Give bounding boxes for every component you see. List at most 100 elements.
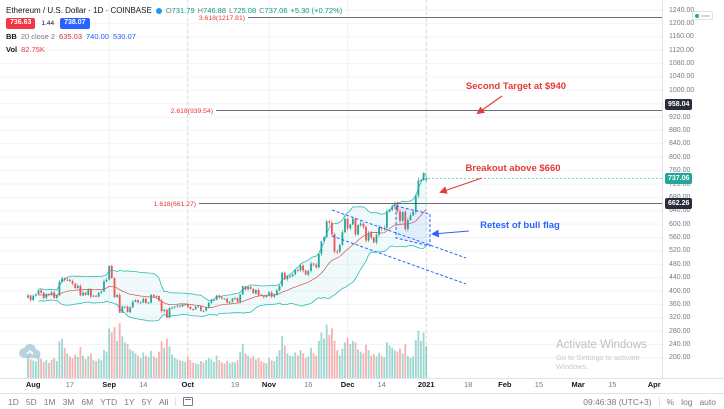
- range-button-1y[interactable]: 1Y: [124, 396, 135, 407]
- time-tick: 15: [534, 380, 544, 389]
- range-button-ytd[interactable]: YTD: [100, 396, 118, 407]
- bb-indicator-name[interactable]: BB: [6, 32, 17, 41]
- svg-text:1.618(661.27): 1.618(661.27): [154, 201, 196, 208]
- price-axis-badge: 958.04: [665, 99, 693, 111]
- windows-watermark: Activate Windows Go to Settings to activ…: [556, 339, 662, 371]
- windows-watermark-title: Activate Windows: [556, 339, 647, 351]
- chart-legend: Ethereum / U.S. Dollar · 1D · COINBASE O…: [6, 4, 345, 56]
- toolbar-divider: [175, 397, 177, 406]
- time-tick: 14: [377, 380, 386, 389]
- candles-layer: [27, 172, 428, 319]
- grid-layer: [0, 0, 662, 378]
- svg-text:2.618(939.54): 2.618(939.54): [171, 108, 213, 115]
- price-tick: 1120.00: [669, 46, 694, 54]
- price-tick: 520.00: [669, 247, 691, 255]
- price-tick: 1200.00: [669, 19, 695, 27]
- time-tick: 19: [230, 380, 240, 389]
- range-button-1d[interactable]: 1D: [8, 396, 19, 407]
- price-axis[interactable]: 200.00 240.00 280.00 320.00 360.00 400.00 440.…: [662, 0, 724, 378]
- price-tick: 280.00: [669, 327, 691, 335]
- price-tick: 920.00: [669, 113, 691, 121]
- scale-controls: 09:46:38 (UTC+3) % log auto: [583, 397, 716, 407]
- buy-button[interactable]: 738.07: [60, 18, 90, 29]
- windows-watermark-subtitle: Go to Settings to activate Windows.: [556, 353, 640, 371]
- sell-button[interactable]: 736.63: [6, 18, 36, 29]
- price-tick: 1040.00: [669, 73, 695, 81]
- status-dot-icon[interactable]: [155, 7, 162, 14]
- change-value: +5.30 (+0.72%): [290, 6, 343, 15]
- time-tick: 15: [608, 380, 617, 389]
- drawings-layer[interactable]: 3.618(1217.81) 2.618(939.54) 1.618(661.27): [154, 15, 662, 285]
- chart-plot[interactable]: 3.618(1217.81) 2.618(939.54) 1.618(661.27)…: [0, 0, 662, 378]
- range-buttons: 1D 5D 1M 3M 6M YTD 1Y 5Y All: [8, 397, 168, 407]
- time-tick: 17: [65, 380, 75, 389]
- price-tick: 400.00: [669, 287, 691, 295]
- range-button-3m[interactable]: 3M: [62, 396, 75, 407]
- clock-readout[interactable]: 09:46:38 (UTC+3): [583, 396, 652, 407]
- time-axis[interactable]: Aug 17 Sep 14 Oct 19 Nov 16 Dec 14 2021 18 Feb 15 Mar 1…: [0, 378, 724, 394]
- symbol-title[interactable]: Ethereum / U.S. Dollar · 1D · COINBASE: [6, 6, 152, 15]
- price-tick: 200.00: [669, 354, 691, 362]
- price-tick: 440.00: [669, 274, 691, 282]
- price-tick: 600.00: [669, 220, 691, 228]
- price-axis-badge: 662.26: [665, 198, 693, 210]
- axis-top-widget[interactable]: [692, 11, 713, 20]
- price-tick: 1000.00: [669, 86, 695, 94]
- price-tick: 800.00: [669, 153, 691, 161]
- auto-scale-button[interactable]: auto: [699, 396, 716, 407]
- vol-indicator-name[interactable]: Vol: [6, 45, 18, 54]
- volume-layer: [27, 323, 428, 378]
- price-tick: 1160.00: [669, 33, 694, 41]
- svg-text:3.618(1217.81): 3.618(1217.81): [199, 15, 245, 22]
- range-button-1m[interactable]: 1M: [43, 396, 56, 407]
- svg-text:Second Target at $940: Second Target at $940: [466, 81, 566, 92]
- ohlc-readout: O731.79 H746.88 L725.08 C737.06 +5.30 (+0.72…: [165, 6, 343, 15]
- price-tick: 360.00: [669, 300, 691, 308]
- tradingview-logo[interactable]: [16, 342, 44, 365]
- time-tick: 18: [464, 380, 473, 389]
- range-button-5y[interactable]: 5Y: [141, 396, 152, 407]
- time-tick: Aug: [25, 380, 41, 389]
- annotations-layer[interactable]: Second Target at $940 Breakout above $660…: [431, 81, 566, 238]
- chip-line-icon: [701, 14, 710, 17]
- spread-value: 1.44: [41, 20, 55, 27]
- price-axis-badge: 737.06: [665, 173, 693, 185]
- bb-lower-value: 530.07: [112, 32, 136, 41]
- bb-basis-value: 635.03: [59, 32, 82, 41]
- bottom-toolbar: 1D 5D 1M 3M 6M YTD 1Y 5Y All 09:46:38 (UTC+3) % …: [0, 393, 724, 409]
- time-tick: 16: [304, 380, 313, 389]
- range-button-5d[interactable]: 5D: [25, 396, 37, 407]
- svg-text:Retest of bull flag: Retest of bull flag: [480, 220, 560, 231]
- time-tick: Feb: [498, 380, 512, 389]
- low-value: 725.08: [233, 6, 257, 15]
- range-button-all[interactable]: All: [159, 396, 169, 407]
- time-tick: Apr: [647, 380, 661, 389]
- price-tick: 760.00: [669, 167, 691, 175]
- time-tick: Dec: [340, 380, 355, 389]
- close-value: 737.06: [264, 6, 288, 15]
- bb-indicator-params: 20 close 2: [20, 32, 56, 41]
- calendar-icon[interactable]: [183, 397, 194, 406]
- price-tick: 240.00: [669, 341, 691, 348]
- time-tick: Oct: [181, 380, 195, 389]
- time-tick: Sep: [102, 380, 117, 389]
- range-button-6m[interactable]: 6M: [81, 396, 94, 407]
- percent-scale-button[interactable]: %: [666, 396, 675, 407]
- price-tick: 840.00: [669, 140, 691, 148]
- price-tick: 480.00: [669, 260, 691, 268]
- range-selector: 1D 5D 1M 3M 6M YTD 1Y 5Y All: [8, 397, 194, 407]
- chip-dot-icon: [695, 13, 699, 18]
- toolbar-divider: [658, 397, 660, 406]
- time-tick: 14: [139, 380, 148, 389]
- price-tick: 640.00: [669, 207, 691, 215]
- svg-text:Breakout above $660: Breakout above $660: [465, 163, 560, 174]
- price-tick: 560.00: [669, 234, 691, 241]
- time-tick: 2021: [417, 380, 435, 389]
- price-chart-canvas[interactable]: 3.618(1217.81) 2.618(939.54) 1.618(661.27)…: [0, 0, 662, 378]
- log-scale-button[interactable]: log: [681, 396, 693, 407]
- time-tick: Nov: [261, 380, 277, 389]
- open-value: 731.79: [171, 6, 195, 15]
- vol-value: 82.75K: [21, 45, 45, 54]
- high-value: 746.88: [203, 6, 226, 15]
